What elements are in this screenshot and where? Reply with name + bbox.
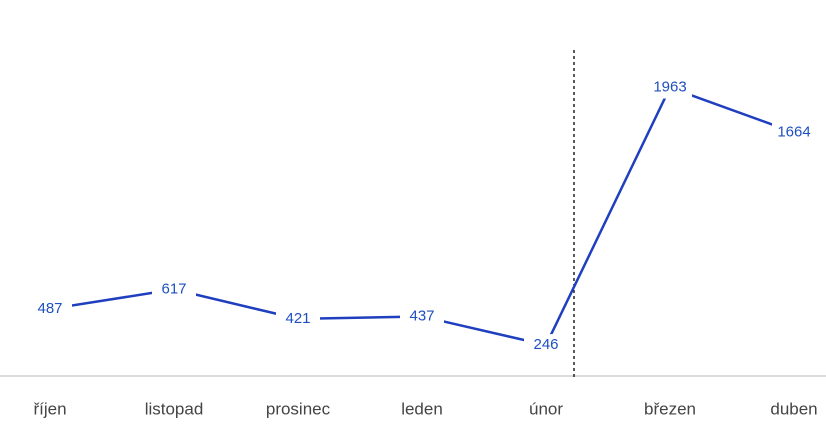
x-tick-label: prosinec bbox=[266, 399, 331, 418]
data-label: 1963 bbox=[653, 79, 686, 96]
label-bg bbox=[772, 121, 816, 144]
label-bg bbox=[152, 278, 196, 301]
data-label: 246 bbox=[533, 336, 558, 353]
label-bg bbox=[28, 297, 72, 320]
label-bg bbox=[524, 334, 568, 357]
data-label: 487 bbox=[37, 300, 62, 317]
label-bg bbox=[400, 305, 444, 328]
data-label: 617 bbox=[161, 280, 186, 297]
label-bg bbox=[648, 76, 692, 99]
x-tick-label: březen bbox=[644, 399, 696, 418]
x-tick-label: leden bbox=[401, 399, 443, 418]
x-tick-label: únor bbox=[529, 399, 563, 418]
x-tick-label: duben bbox=[770, 399, 817, 418]
x-tick-label: listopad bbox=[145, 399, 204, 418]
data-label: 421 bbox=[285, 310, 310, 327]
x-tick-label: říjen bbox=[33, 399, 66, 418]
label-bg bbox=[276, 307, 320, 330]
data-label: 1664 bbox=[777, 123, 810, 140]
data-label: 437 bbox=[409, 307, 434, 324]
